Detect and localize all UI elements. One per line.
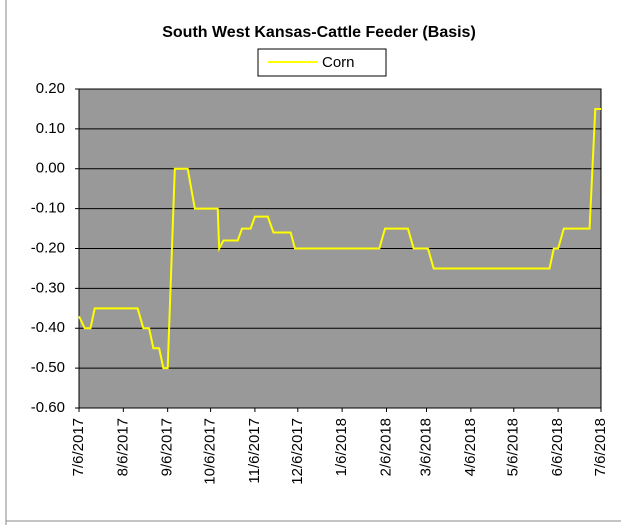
- x-tick-label: 5/6/2018: [505, 418, 522, 476]
- y-tick-label: 0.10: [36, 120, 65, 137]
- y-tick-label: -0.50: [31, 359, 65, 376]
- y-tick-label: 0.20: [36, 80, 65, 97]
- x-tick-label: 1/6/2018: [333, 418, 350, 476]
- y-tick-label: -0.60: [31, 399, 65, 416]
- y-tick-label: -0.20: [31, 239, 65, 256]
- line-series: [78, 107, 601, 370]
- x-tick-label: 6/6/2018: [549, 418, 566, 476]
- x-tick-label: 9/6/2017: [159, 418, 176, 476]
- x-tick-label: 7/6/2017: [70, 418, 87, 476]
- y-tick-label: -0.40: [31, 319, 65, 336]
- x-tick-label: 2/6/2018: [377, 418, 394, 476]
- y-tick-label: 0.00: [36, 160, 65, 177]
- y-tick-label: -0.10: [31, 200, 65, 217]
- legend-label: Corn: [322, 54, 355, 71]
- x-tick-label: 7/6/2018: [592, 418, 609, 476]
- x-tick-label: 8/6/2017: [114, 418, 131, 476]
- x-tick-label: 11/6/2017: [246, 418, 263, 484]
- chart-title: South West Kansas-Cattle Feeder (Basis): [162, 24, 476, 41]
- y-tick-label: -0.30: [31, 279, 65, 296]
- x-tick-label: 10/6/2017: [202, 418, 219, 485]
- x-tick-label: 3/6/2018: [417, 418, 434, 476]
- x-tick-label: 4/6/2018: [462, 418, 479, 476]
- x-tick-label: 12/6/2017: [289, 418, 306, 485]
